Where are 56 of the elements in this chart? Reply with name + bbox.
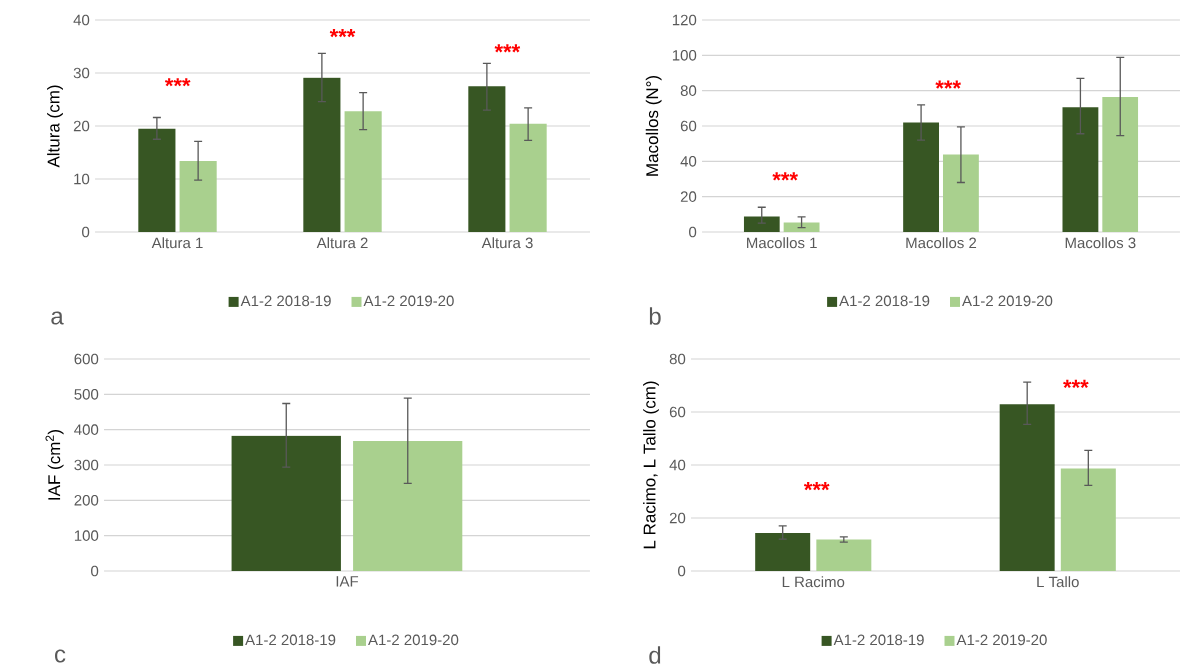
legend-label: A1-2 2018-19 <box>245 634 336 646</box>
x-tick-label: Macollos 1 <box>747 237 817 249</box>
y-tick-label: 40 <box>669 459 686 471</box>
y-tick-label: 80 <box>680 85 697 96</box>
x-tick-label: Macollos 3 <box>1065 237 1136 249</box>
annotation: *** <box>329 28 356 38</box>
y-tick-label: 0 <box>82 226 90 238</box>
y-tick-label: 40 <box>680 156 697 167</box>
y-tick-label: 100 <box>74 530 99 541</box>
text: c <box>55 649 66 663</box>
legend-label: A1-2 2019-20 <box>363 295 454 307</box>
y-tick-label: 600 <box>74 353 99 365</box>
annotation: *** <box>494 44 521 53</box>
annotation: *** <box>803 482 830 491</box>
y-tick-label: 500 <box>74 389 99 400</box>
y-axis-title: Altura (cm) <box>47 85 63 168</box>
y-tick-label: 10 <box>74 173 90 185</box>
y-tick-label: 0 <box>689 226 697 238</box>
annotation: *** <box>164 78 191 87</box>
y-tick-label: 20 <box>73 120 90 132</box>
text: b <box>649 307 661 325</box>
legend-label: A1-2 2018-19 <box>833 634 924 646</box>
legend-label: A1-2 2019-20 <box>962 295 1053 307</box>
text: d <box>649 646 661 664</box>
y-axis-title: L Racimo, L Tallo (cm) <box>643 381 659 549</box>
annotation: *** <box>1063 379 1089 389</box>
x-tick-label: Altura 2 <box>316 237 368 249</box>
y-tick-label: 20 <box>680 191 697 202</box>
y-tick-label: 0 <box>678 565 686 577</box>
y-axis-title: Macollos (N°) <box>645 75 662 176</box>
y-tick-label: 40 <box>73 14 90 26</box>
y-tick-label: 20 <box>669 512 686 524</box>
y-tick-label: 80 <box>669 353 686 365</box>
y-tick-label: 0 <box>91 565 99 577</box>
text: a <box>51 311 64 325</box>
y-tick-label: 400 <box>74 424 99 435</box>
y-tick-label: 120 <box>672 14 697 26</box>
x-tick-label: Macollos 2 <box>906 237 977 249</box>
annotation: *** <box>935 80 961 89</box>
y-axis-title: IAF (cm$^{2}$) <box>45 429 64 500</box>
y-tick-label: 60 <box>669 406 686 418</box>
x-tick-label: L Racimo <box>782 576 845 588</box>
y-tick-label: 60 <box>680 120 697 132</box>
y-tick-label: 30 <box>73 67 90 79</box>
x-tick-label: Altura 3 <box>481 237 533 249</box>
x-tick-label: L Tallo <box>1037 576 1079 588</box>
annotation: *** <box>772 172 798 181</box>
legend-label: A1-2 2019-20 <box>368 634 459 646</box>
legend-label: A1-2 2019-20 <box>956 634 1047 646</box>
y-tick-label: 300 <box>74 459 99 471</box>
legend-label: A1-2 2018-19 <box>839 295 930 307</box>
legend-label: A1-2 2018-19 <box>240 295 331 307</box>
y-tick-label: 200 <box>74 495 99 506</box>
x-tick-label: Altura 1 <box>151 237 203 249</box>
y-tick-label: 100 <box>672 50 697 61</box>
x-tick-label: IAF <box>336 576 359 587</box>
